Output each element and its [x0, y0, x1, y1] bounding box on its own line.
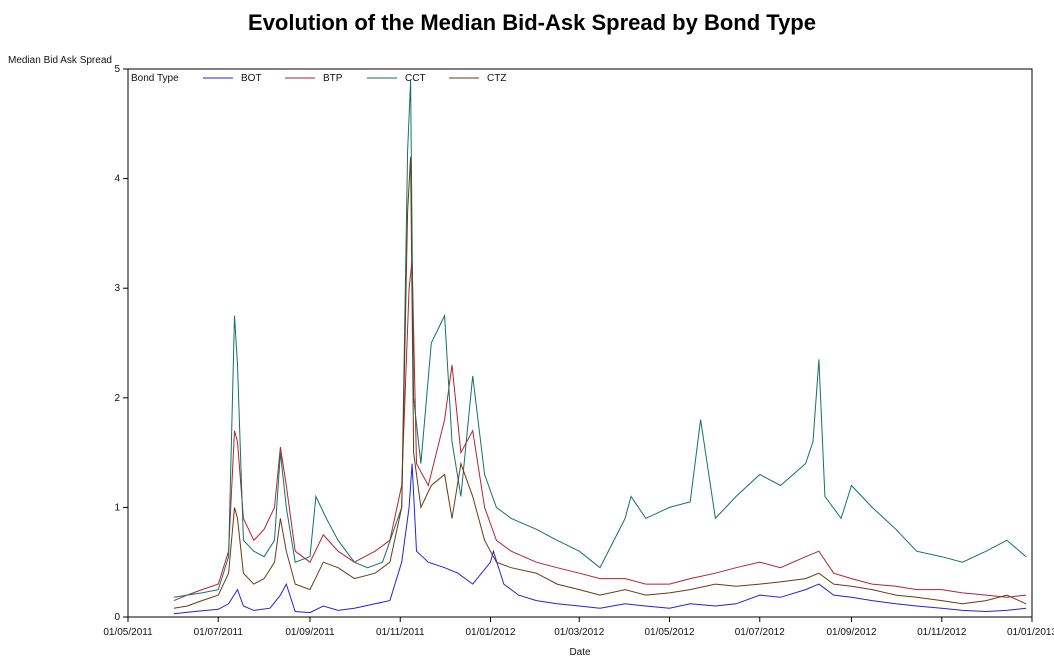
- x-axis-ticks: 01/05/2011 01/07/2011 01/09/2011 01/11/2011…: [103, 617, 1054, 638]
- series-line-btp: [173, 260, 1027, 602]
- y-tick-label: 5: [114, 64, 120, 75]
- plot-frame: [127, 68, 1033, 618]
- x-tick-label: 01/09/2011: [285, 627, 335, 638]
- x-tick-label: 01/11/2012: [917, 627, 967, 638]
- y-tick-label: 3: [114, 283, 120, 294]
- y-axis-ticks: 0 1 2 3 4 5: [114, 64, 128, 623]
- x-tick-label: 01/11/2011: [376, 627, 425, 638]
- chart-title: Evolution of the Median Bid-Ask Spread b…: [248, 10, 816, 35]
- legend-label-btp: BTP: [323, 73, 343, 84]
- legend-label-bot: BOT: [241, 73, 262, 84]
- legend-label-cct: CCT: [405, 73, 426, 84]
- x-tick-label: 01/05/2011: [103, 627, 153, 638]
- legend-label-ctz: CTZ: [487, 73, 506, 84]
- x-tick-label: 01/01/2013: [1007, 627, 1054, 638]
- x-tick-label: 01/01/2012: [465, 627, 515, 638]
- series-line-cct: [173, 79, 1027, 598]
- x-tick-label: 01/07/2012: [735, 627, 785, 638]
- series-line-bot: [173, 463, 1027, 615]
- y-axis-label: Median Bid Ask Spread: [8, 55, 112, 66]
- series-line-ctz: [173, 156, 1027, 609]
- y-tick-label: 0: [114, 612, 120, 623]
- y-tick-label: 2: [114, 393, 120, 404]
- legend: Bond Type BOT BTP CCT CTZ: [131, 73, 506, 84]
- y-tick-label: 1: [114, 502, 120, 513]
- x-axis-label: Date: [569, 647, 591, 658]
- y-tick-label: 4: [114, 174, 120, 185]
- x-tick-label: 01/09/2012: [826, 627, 876, 638]
- x-tick-label: 01/05/2012: [644, 627, 694, 638]
- x-tick-label: 01/07/2011: [194, 627, 244, 638]
- legend-title: Bond Type: [131, 73, 179, 84]
- x-tick-label: 01/03/2012: [554, 627, 604, 638]
- series-lines: [173, 79, 1027, 615]
